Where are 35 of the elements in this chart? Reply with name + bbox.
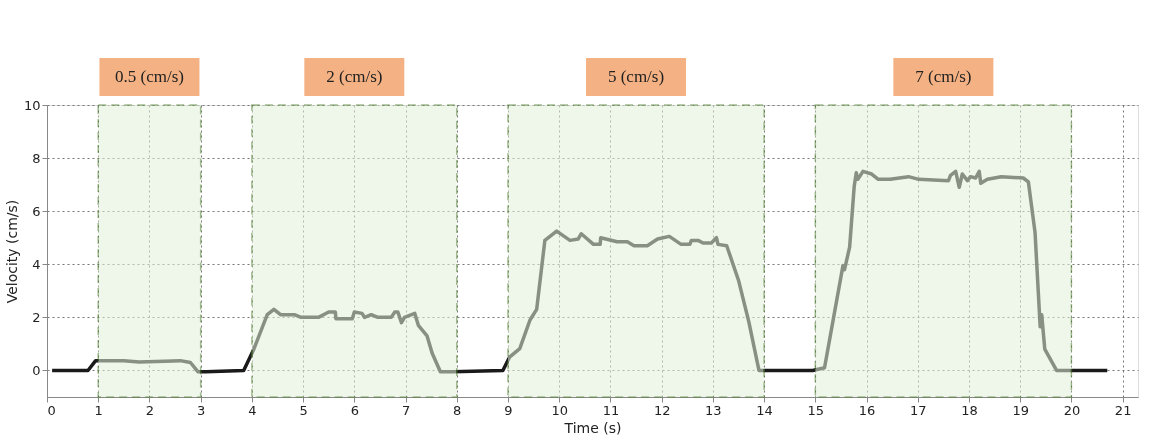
x-tick-label: 14: [756, 402, 773, 418]
x-tick-label: 0: [47, 402, 56, 418]
x-tick-label: 6: [350, 402, 359, 418]
x-tick-label: 13: [705, 402, 722, 418]
x-tick-label: 20: [1063, 402, 1081, 418]
x-tick-label: 10: [551, 402, 568, 418]
x-tick-label: 21: [1114, 402, 1132, 418]
band-label: 2 (cm/s): [326, 67, 383, 86]
x-tick-label: 11: [602, 402, 620, 418]
y-tick-label: 10: [23, 97, 41, 113]
x-tick-label: 9: [504, 402, 513, 418]
x-tick-label: 18: [961, 402, 978, 418]
x-tick-label: 12: [653, 402, 671, 418]
x-tick-label: 1: [94, 402, 103, 418]
x-tick-label: 2: [145, 402, 155, 418]
band-label: 5 (cm/s): [607, 67, 665, 86]
y-tick-label: 2: [32, 309, 41, 325]
y-tick-label: 8: [32, 150, 41, 166]
x-tick-label: 8: [453, 402, 462, 418]
x-tick-label: 4: [248, 402, 257, 418]
y-tick-label: 6: [32, 203, 41, 219]
band-label: 7 (cm/s): [915, 67, 972, 86]
x-tick-label: 5: [299, 402, 308, 418]
y-tick-label: 0: [32, 362, 41, 378]
x-tick-label: 3: [197, 402, 206, 418]
x-tick-label: 17: [909, 402, 927, 418]
line-series: [50, 169, 1110, 374]
band-label: 0.5 (cm/s): [114, 67, 184, 86]
x-tick-label: 19: [1012, 402, 1029, 418]
y-axis-title: Velocity (cm/s): [3, 199, 20, 304]
y-tick-label: 4: [32, 256, 41, 272]
x-axis-title: Time (s): [563, 419, 622, 436]
x-tick-label: 16: [858, 402, 876, 418]
x-tick-label: 15: [807, 402, 825, 418]
x-tick-label: 7: [401, 402, 411, 418]
